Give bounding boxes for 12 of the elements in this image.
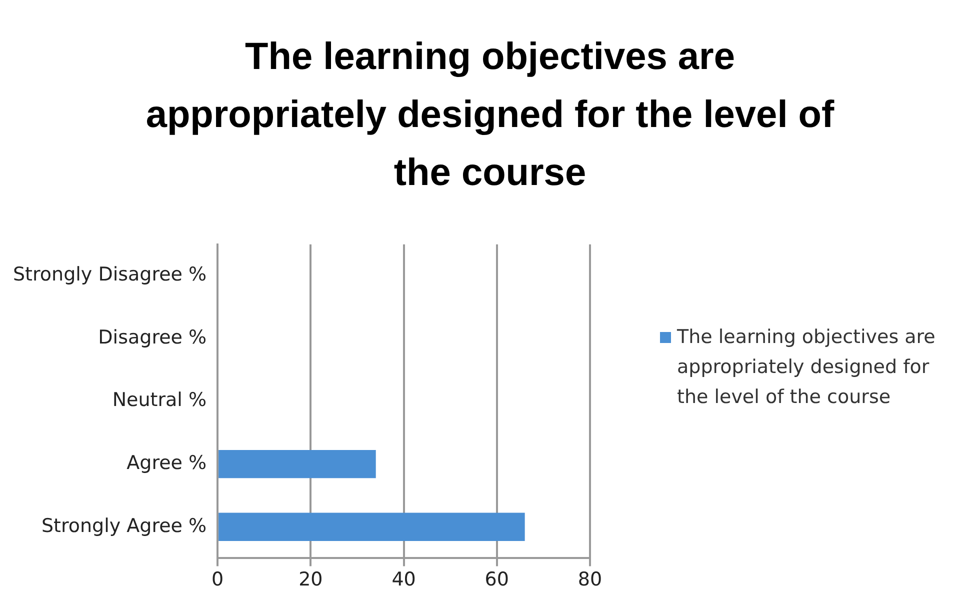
x-tick-label: 40 [392, 568, 416, 591]
y-tick-label: Disagree % [98, 326, 207, 348]
chart-title: The learning objectives are appropriately designed for the level of the course [144, 35, 836, 196]
x-tick-label: 0 [212, 568, 224, 591]
y-tick-label: Strongly Disagree % [12, 264, 207, 286]
y-tick-label: Neutral % [112, 389, 207, 412]
legend-label: The learning objectives are appropriately designed for the level of the course [677, 325, 936, 410]
x-tick-label: 60 [484, 568, 509, 591]
x-tick-label: 20 [298, 568, 323, 591]
x-tick-label: 80 [578, 568, 602, 591]
y-tick-label: Agree % [126, 452, 207, 474]
y-tick-label: Strongly Agree % [41, 514, 207, 537]
